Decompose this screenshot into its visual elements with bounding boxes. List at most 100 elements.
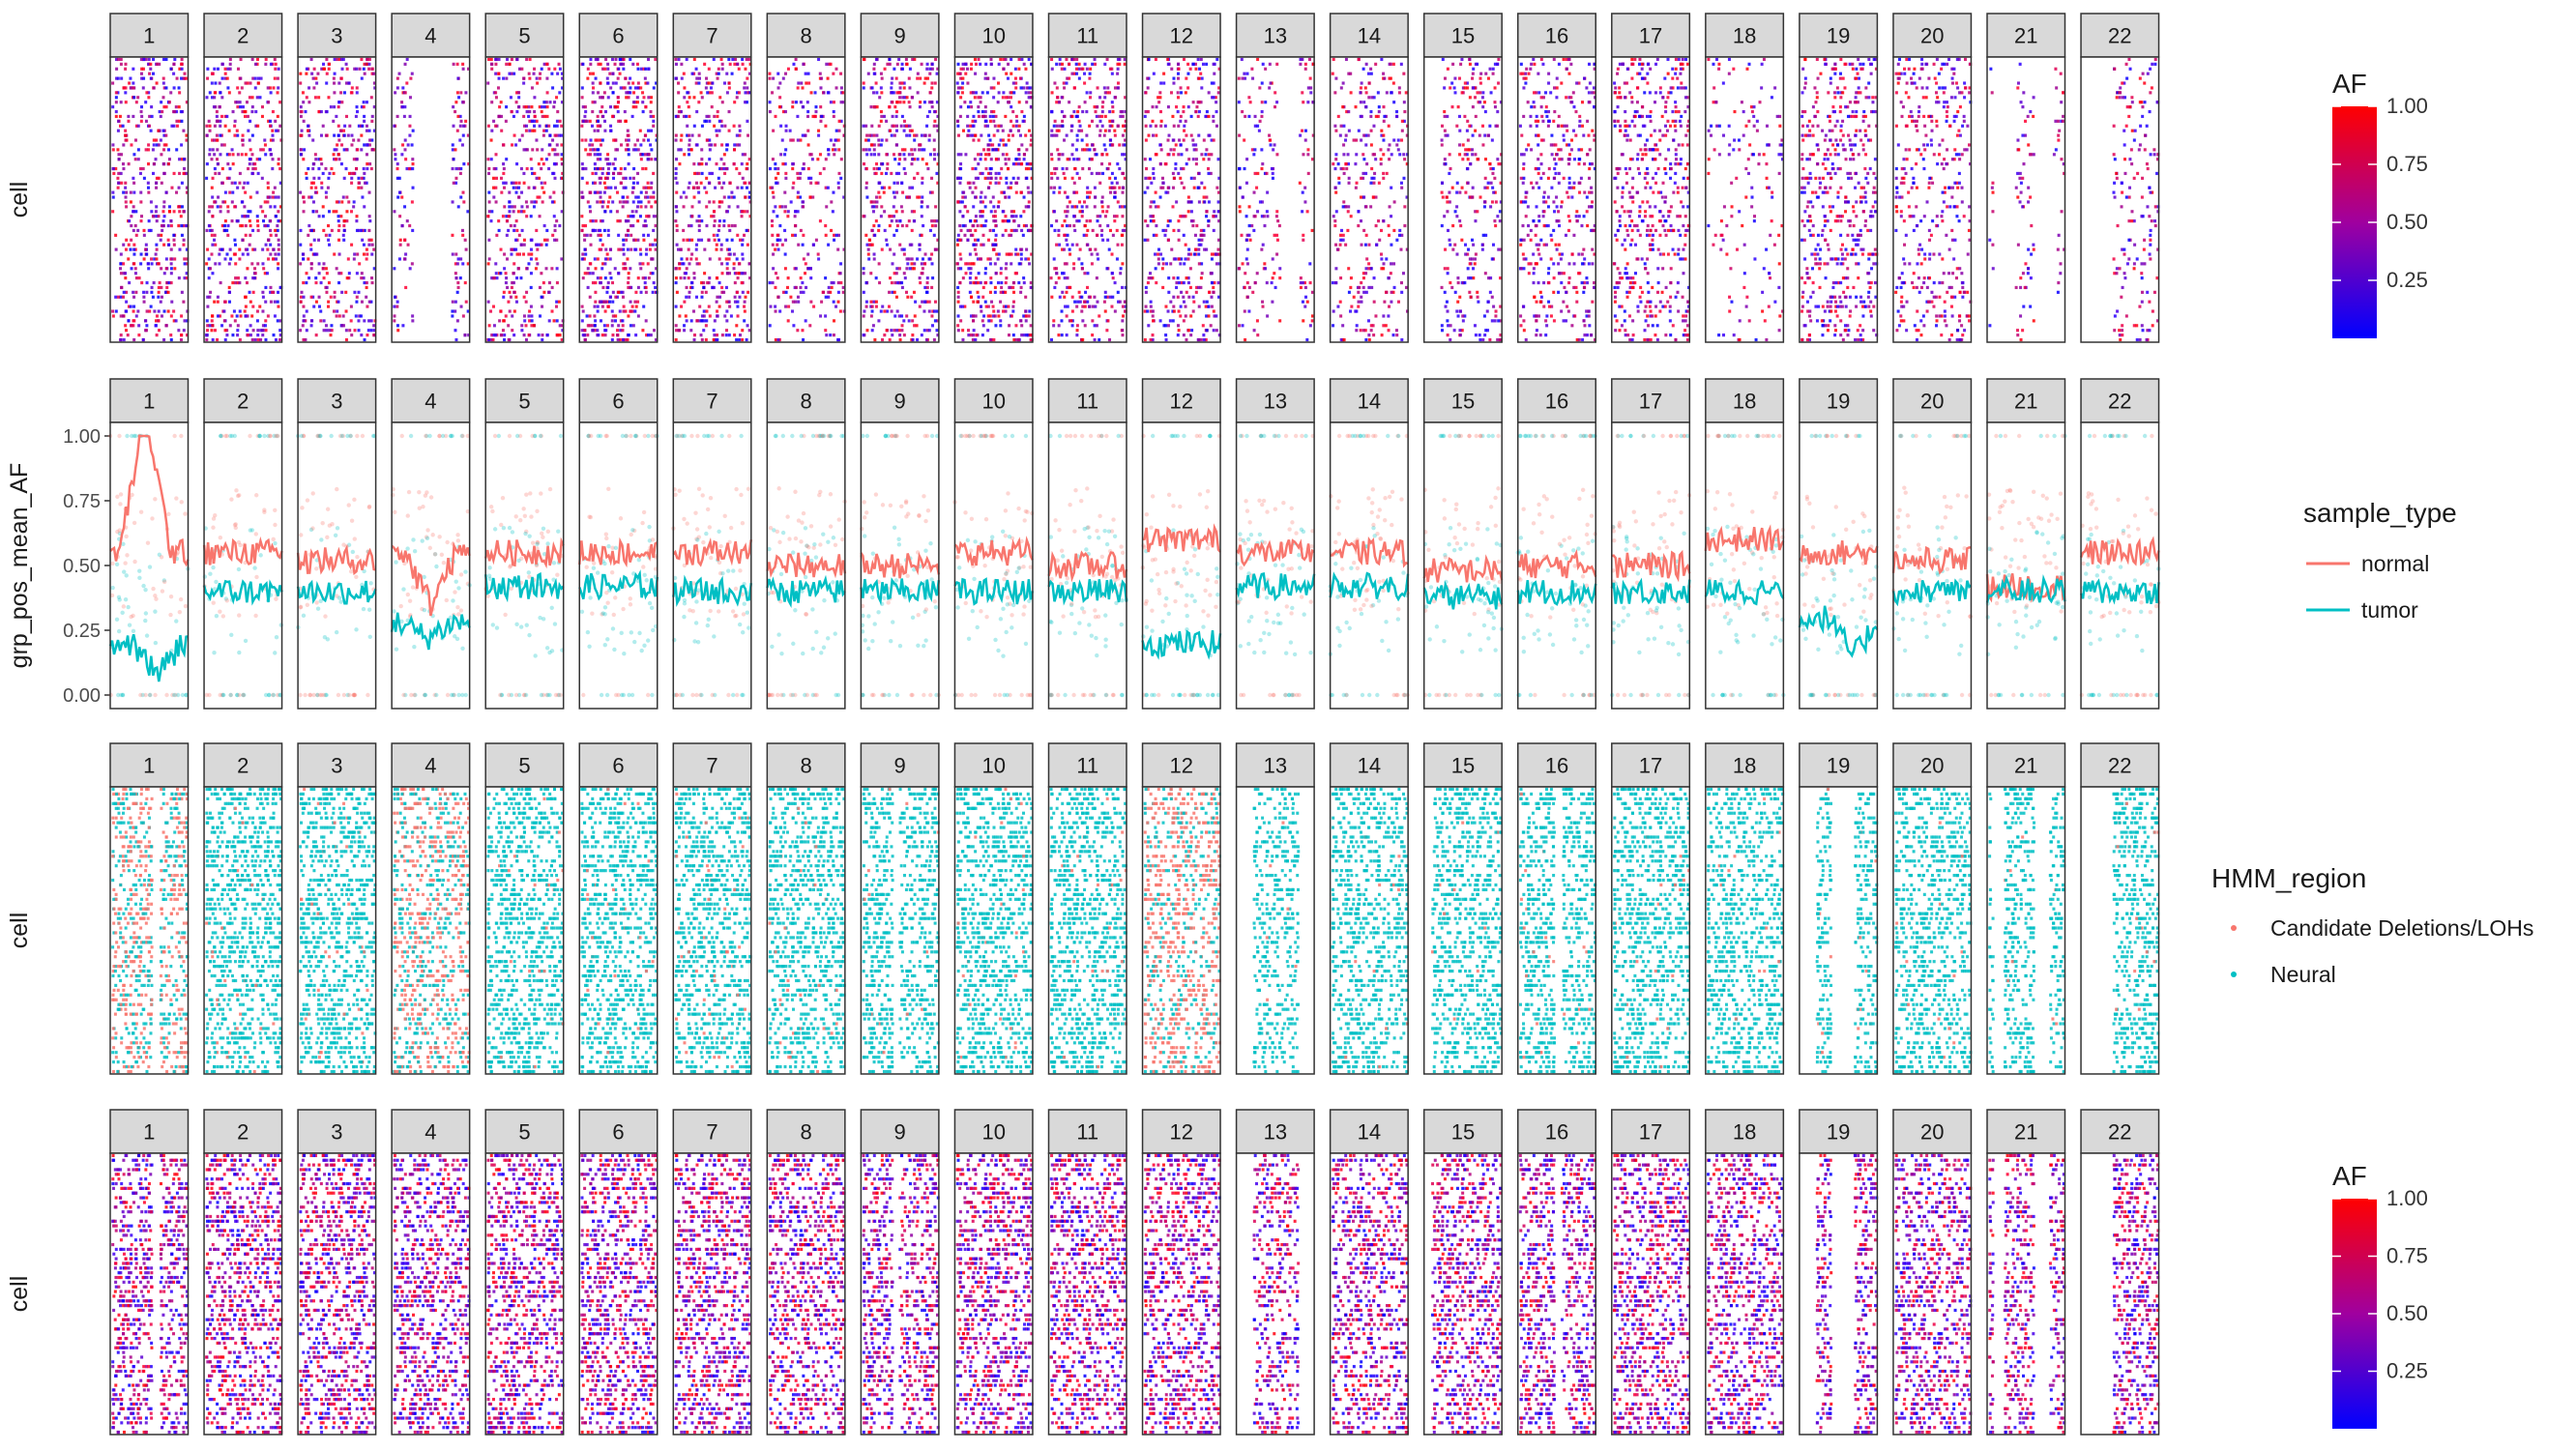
facet-strip-label: 7 <box>706 24 717 48</box>
facet-plot-area <box>1892 1153 1972 1435</box>
facet-strip-label: 6 <box>612 390 624 414</box>
facet-strip-label: 13 <box>1264 1120 1287 1145</box>
facet-chr-20: 20 <box>1890 378 1973 710</box>
facet-plot-area <box>1236 1153 1315 1435</box>
facet-plot-area <box>767 1153 845 1435</box>
scatter-points <box>295 433 377 698</box>
y-tick-label: 0.50 <box>63 556 101 577</box>
scatter-points <box>1894 57 1973 342</box>
legend-tick-label: 0.50 <box>2386 210 2428 234</box>
series-line-normal <box>202 536 283 566</box>
facet-strip-label: 2 <box>237 24 249 48</box>
facet-plot-area <box>1142 787 1221 1074</box>
facet-strip-label: 9 <box>894 1120 906 1145</box>
facet-strip-label: 14 <box>1358 390 1381 414</box>
facet-border <box>297 56 377 343</box>
facet-strip-label: 15 <box>1451 24 1475 48</box>
facet-border <box>860 56 940 343</box>
facet-border <box>1986 56 2066 343</box>
legend-key <box>2231 972 2237 977</box>
facet-plot-area <box>1705 1153 1784 1435</box>
facet-strip-label: 15 <box>1451 754 1475 778</box>
facet-chr-1: 1 <box>107 378 190 710</box>
facet-strip-label: 2 <box>237 390 249 414</box>
facet-chr-8: 8 <box>766 1109 846 1436</box>
facet-chr-19: 19 <box>1799 742 1879 1075</box>
y-axis-label: grp_pos_mean_AF <box>6 463 33 669</box>
facet-strip <box>860 13 940 58</box>
facet-chr-2: 2 <box>202 378 283 710</box>
series-line-tumor <box>953 577 1035 606</box>
facet-strip <box>1799 13 1879 58</box>
facet-strip-label: 18 <box>1733 1120 1756 1145</box>
facet-chr-14: 14 <box>1329 13 1410 343</box>
facet-strip-label: 20 <box>1920 24 1944 48</box>
facet-strip-label: 3 <box>331 754 342 778</box>
facet-chr-6: 6 <box>578 742 659 1075</box>
facet-plot-area <box>392 57 470 342</box>
facet-border <box>109 56 190 343</box>
facet-chr-21: 21 <box>1986 13 2066 343</box>
facet-border <box>860 421 940 710</box>
facet-strip-label: 12 <box>1170 754 1193 778</box>
facet-strip <box>1705 13 1785 58</box>
facet-border <box>1705 56 1785 343</box>
facet-plot-area <box>673 57 751 342</box>
y-axis-label: cell <box>6 1276 33 1313</box>
series-line-tumor <box>766 574 846 608</box>
facet-strip-label: 19 <box>1827 754 1850 778</box>
facet-strip-label: 4 <box>424 754 436 778</box>
facet-plot-area <box>392 1153 470 1435</box>
facet-chr-7: 7 <box>672 13 752 343</box>
facet-chr-21: 21 <box>1986 742 2066 1075</box>
facet-strip-label: 21 <box>2014 1120 2037 1145</box>
facet-chr-10: 10 <box>953 13 1034 343</box>
legend-tick-label: 1.00 <box>2386 1186 2428 1210</box>
facet-border <box>578 56 659 343</box>
panel-grp-pos-mean-af: grp_pos_mean_AF0.000.250.500.751.001 2 3 4 5… <box>6 378 2161 710</box>
facet-chr-15: 15 <box>1422 1109 1504 1436</box>
facet-chr-6: 6 <box>578 13 659 343</box>
legend-tick-label: 0.75 <box>2386 152 2428 176</box>
facet-plot-area <box>1987 57 2065 342</box>
facet-strip <box>766 378 846 423</box>
facet-plot-area <box>1517 787 1596 1074</box>
facet-plot-area <box>2081 57 2159 342</box>
legend-af-raw: AF 1.00 0.75 0.50 0.25 <box>2332 69 2428 338</box>
facet-plot-area <box>1611 57 1690 342</box>
legend-title: AF <box>2332 1161 2367 1191</box>
facet-strip-label: 11 <box>1076 24 1098 48</box>
facet-chr-16: 16 <box>1517 1109 1597 1436</box>
facet-strip-label: 10 <box>981 1120 1005 1145</box>
facet-strip-label: 22 <box>2108 754 2131 778</box>
facet-strip <box>391 13 471 58</box>
facet-chr-13: 13 <box>1235 13 1315 343</box>
facet-strip-label: 1 <box>143 754 155 778</box>
facet-plot-area <box>861 1153 939 1435</box>
facet-plot-area <box>1892 787 1972 1074</box>
facet-strip-label: 19 <box>1827 390 1850 414</box>
facet-strip-label: 14 <box>1358 754 1381 778</box>
facet-strip-label: 20 <box>1920 754 1944 778</box>
facet-strip-label: 13 <box>1264 390 1287 414</box>
facet-strip-label: 3 <box>331 390 342 414</box>
facet-strip-label: 12 <box>1170 1120 1193 1145</box>
facet-border <box>484 56 565 343</box>
scatter-points <box>674 57 752 342</box>
facet-border <box>1422 56 1503 343</box>
facet-chr-11: 11 <box>1047 1109 1127 1436</box>
facet-plot-area <box>110 787 189 1074</box>
legend-tick-label: 0.25 <box>2386 1359 2428 1383</box>
facet-plot-area <box>1423 57 1503 342</box>
facet-plot-area <box>1987 787 2065 1074</box>
facet-chr-13: 13 <box>1235 742 1315 1075</box>
facet-plot-area <box>485 787 564 1074</box>
facet-chr-12: 12 <box>1140 378 1222 710</box>
facet-chr-1: 1 <box>109 1109 190 1436</box>
scatter-points <box>299 57 377 342</box>
series-line-normal <box>391 541 471 617</box>
facet-chr-9: 9 <box>860 1109 940 1436</box>
facet-chr-12: 12 <box>1141 13 1221 343</box>
